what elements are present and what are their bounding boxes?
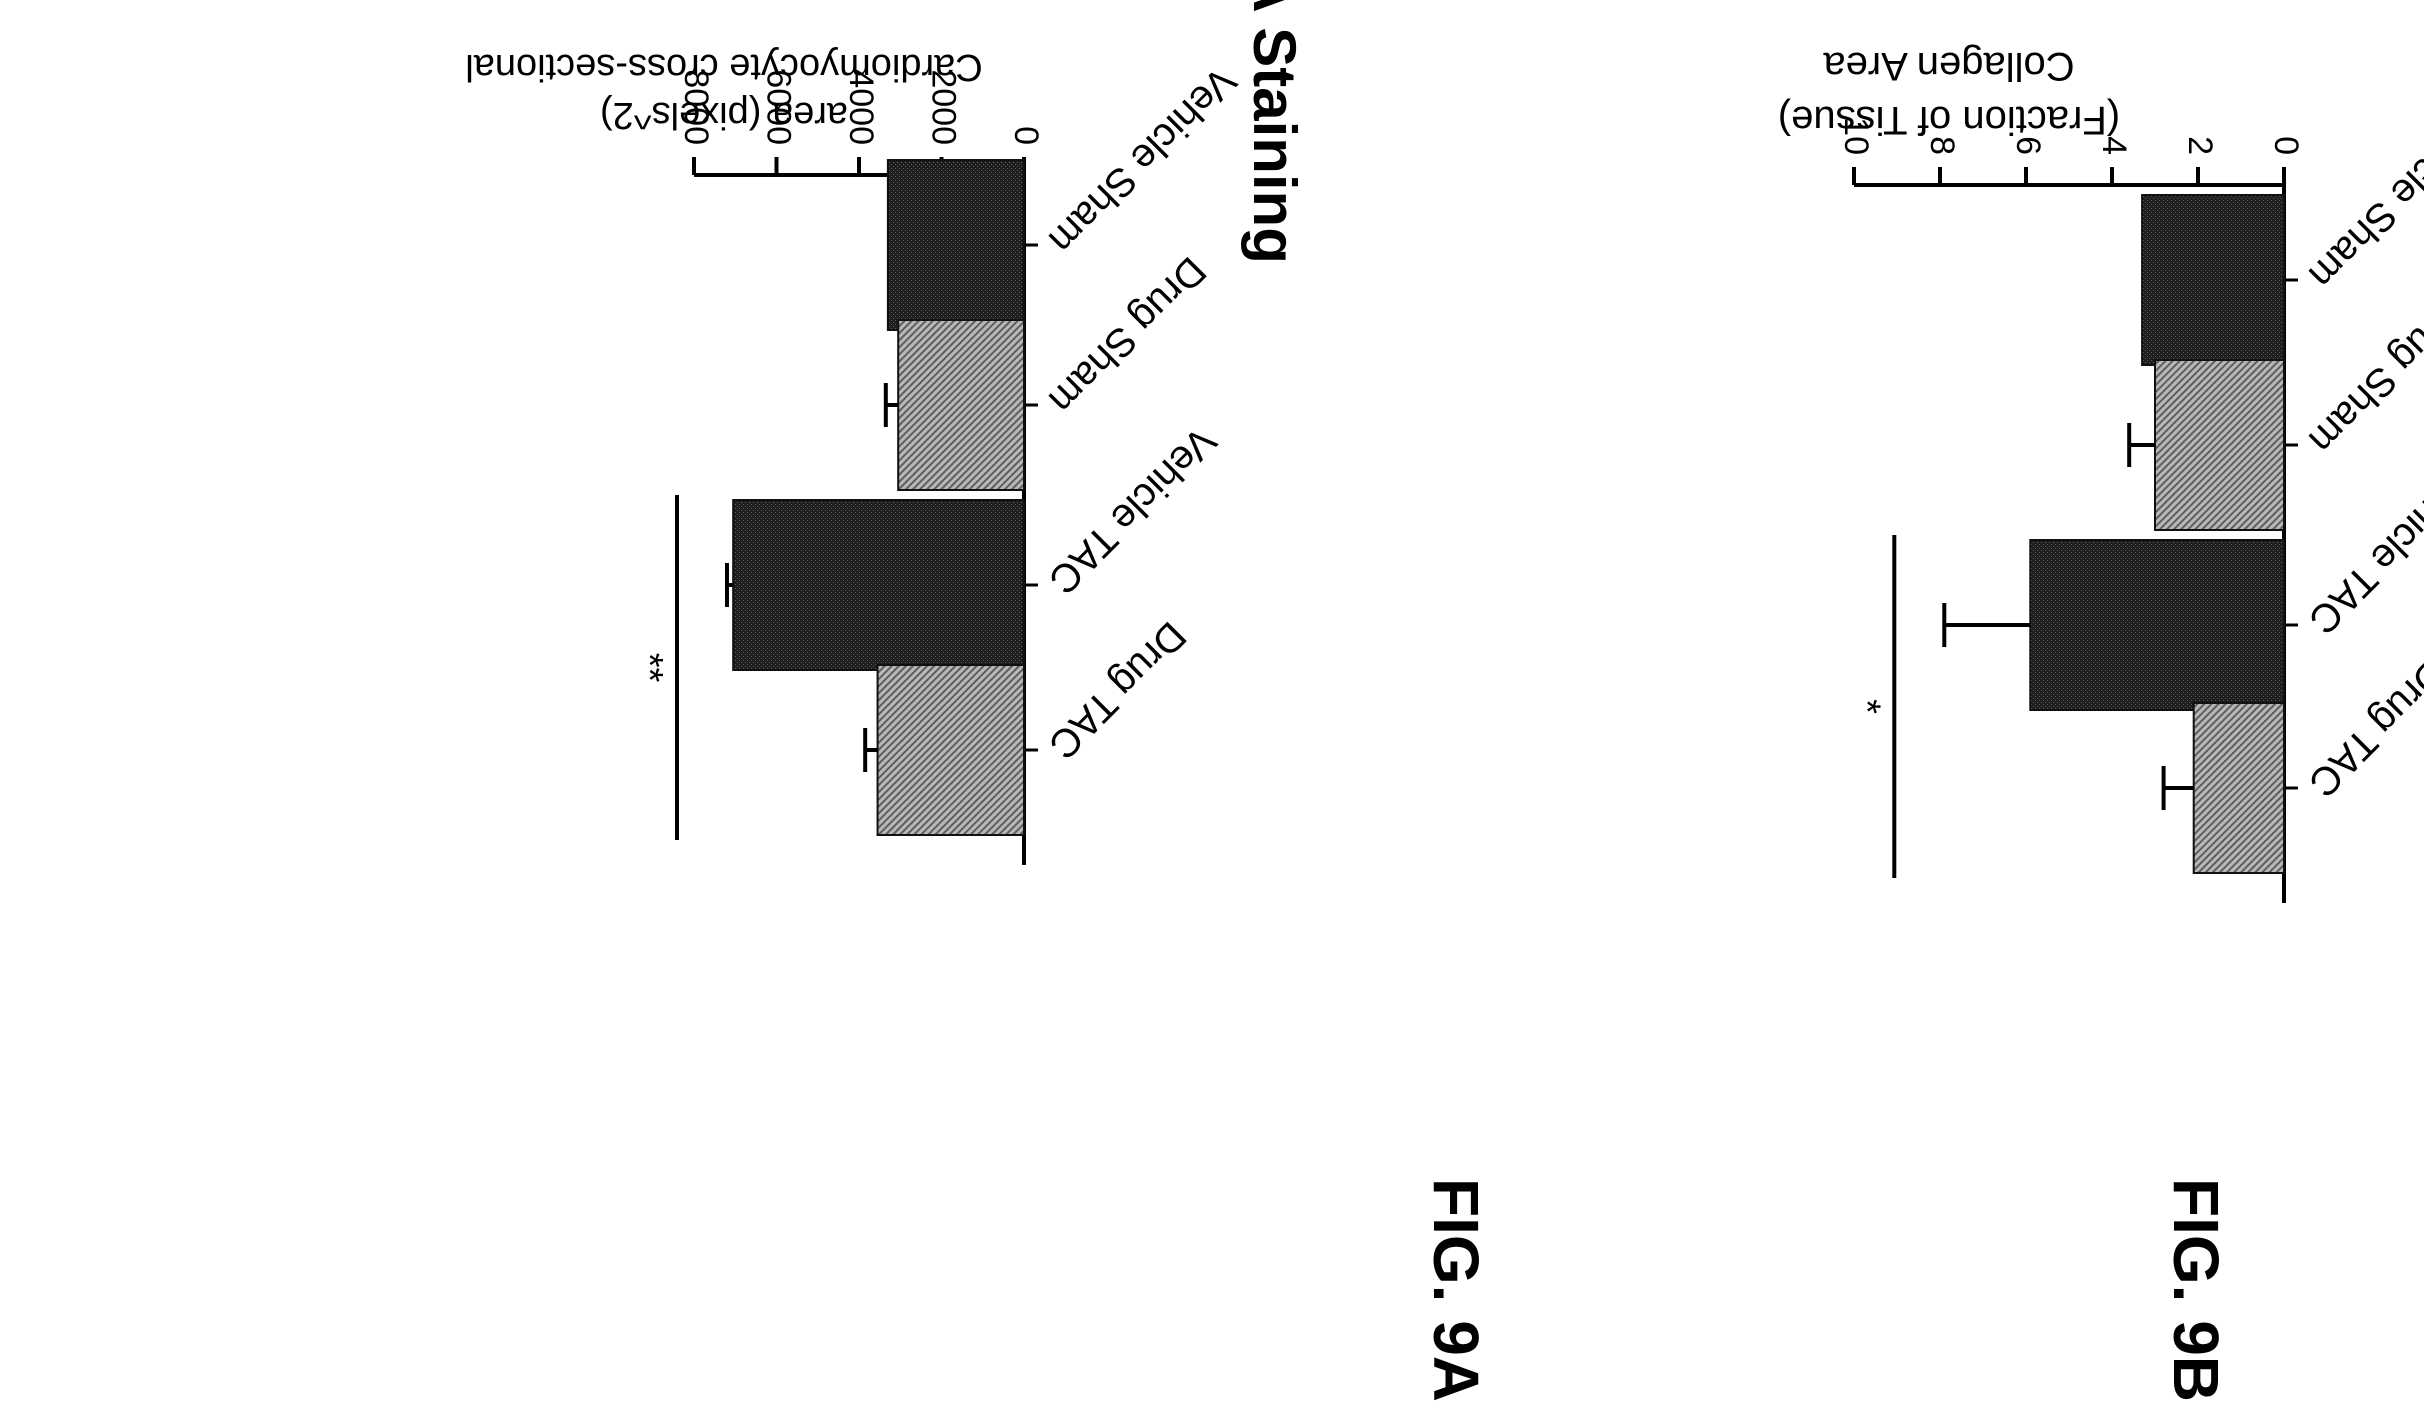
y-tick-label: 0 [2267, 136, 2305, 155]
y-tick-label: 2 [2181, 136, 2219, 155]
y-tick-label: 8000 [677, 69, 715, 145]
chart-fig-9b: Collagen Area (Fraction of Tissue) 0 2 4 6 8… [1778, 44, 2424, 1402]
chart-b-ylabel-line1: Collagen Area [1823, 44, 2075, 88]
chart-a-figure-label: FIG. 9A [1420, 1178, 1492, 1402]
significance-label: * [1845, 699, 1887, 714]
chart-a-title: WGA Staining [1241, 0, 1308, 264]
chart-b-bars [2029, 194, 2285, 874]
y-tick-label: 4 [2095, 136, 2133, 155]
significance-label: ** [628, 653, 670, 683]
bar-drug-sham [897, 319, 1025, 491]
x-category-label: Vehicle TAC [1040, 418, 1224, 602]
x-category-label: Vehicle TAC [2300, 458, 2424, 642]
bar-vehicle-sham [2141, 194, 2285, 366]
chart-a-ylabel-line2: area (pixels^2) [600, 94, 848, 136]
x-category-label: Drug Sham [1040, 248, 1214, 422]
y-tick-label: 8 [1923, 136, 1961, 155]
y-tick-label: 2000 [925, 69, 963, 145]
chart-b-figure-label: FIG. 9B [2160, 1178, 2232, 1402]
chart-a-significance: ** [628, 495, 679, 840]
chart-a-bars [732, 159, 1025, 836]
bar-vehicle-sham [886, 159, 1025, 331]
x-category-label: Drug TAC [2300, 651, 2424, 805]
bar-drug-tac [876, 664, 1025, 836]
chart-a-ylabel-line1: Cardiomyocyte cross-sectional [465, 46, 982, 88]
x-category-label: Drug Sham [2300, 288, 2424, 462]
bar-drug-sham [2154, 359, 2285, 531]
bar-drug-tac [2192, 702, 2285, 874]
chart-b-y-ticks: 0 2 4 6 8 10 [1837, 117, 2305, 790]
chart-b-significance: * [1845, 535, 1897, 878]
y-tick-label: 6 [2009, 136, 2047, 155]
y-tick-label: 4000 [842, 69, 880, 145]
x-category-label: Vehicle Sham [2300, 93, 2424, 297]
bar-vehicle-tac [732, 499, 1025, 671]
chart-b-error-bars [1942, 423, 2194, 810]
y-tick-label: 0 [1007, 126, 1045, 145]
bar-vehicle-tac [2029, 539, 2285, 711]
chart-fig-9a: WGA Staining Cardiomyocyte cross-section… [465, 0, 1492, 1402]
x-category-label: Vehicle Sham [1040, 58, 1244, 262]
chart-a-error-bars [725, 383, 899, 772]
rotated-figure-group: WGA Staining Cardiomyocyte cross-section… [465, 0, 2424, 1402]
y-tick-label: 6000 [760, 69, 798, 145]
chart-b-ylabel-line2: (Fraction of Tissue) [1778, 98, 2120, 142]
x-category-label: Drug TAC [1040, 613, 1194, 767]
y-tick-label: 10 [1837, 117, 1875, 155]
